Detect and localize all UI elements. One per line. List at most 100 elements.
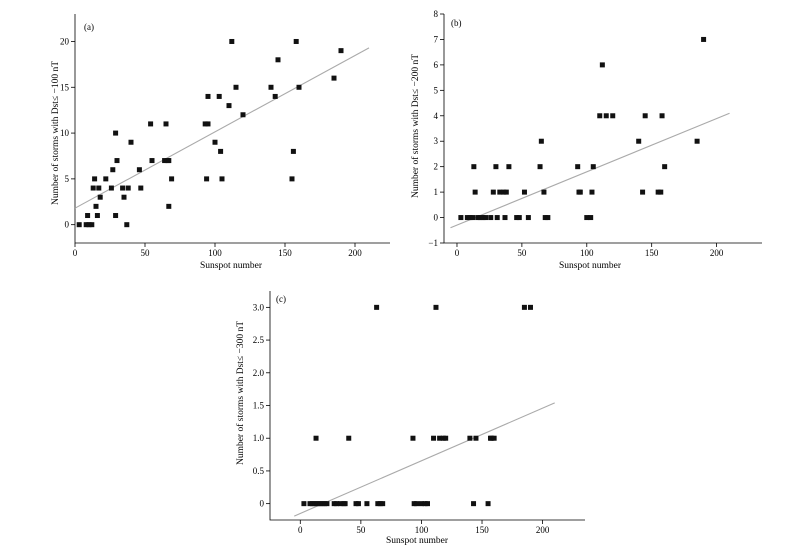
panel-b-data-point bbox=[590, 164, 596, 170]
panel-b-data-point bbox=[545, 215, 551, 221]
panel-c-x-tick-label: 100 bbox=[415, 525, 429, 535]
panel-a-data-point bbox=[103, 176, 109, 182]
panel-b-data-point bbox=[472, 189, 478, 195]
panel-a-data-point bbox=[289, 176, 295, 182]
panel-b-data-point bbox=[525, 215, 531, 221]
panel-a-data-point bbox=[226, 103, 232, 109]
panel-b-data-point bbox=[541, 189, 547, 195]
panel-a-data-point bbox=[205, 93, 211, 99]
panel-a-data-point bbox=[212, 139, 218, 145]
panel-b-data-point bbox=[538, 138, 544, 144]
panel-b-data-point bbox=[493, 164, 499, 170]
panel-b-y-tick-label: 3 bbox=[434, 136, 439, 146]
panel-a-data-point bbox=[166, 158, 172, 164]
panel-b-data-point bbox=[575, 164, 581, 170]
panel-a-data-point bbox=[162, 158, 168, 164]
panel-b-data-point bbox=[516, 215, 522, 221]
panel-c: 0 50 100 150 200 0 0.5 1.0 1.5 2.0 2.5 3.0 (c) Suns… bbox=[235, 291, 585, 546]
panel-a-data-point bbox=[85, 213, 91, 219]
panel-c-x-tick-label: 0 bbox=[298, 525, 303, 535]
panel-a-data-point bbox=[96, 185, 102, 191]
panel-b-x-axis-label: Sunspot number bbox=[559, 261, 622, 271]
panel-a-data-point bbox=[275, 57, 281, 63]
panel-b-data-point bbox=[467, 215, 473, 221]
panel-a-data-point bbox=[93, 203, 99, 209]
panel-a-data-point bbox=[229, 38, 235, 44]
panel-b-axes bbox=[443, 14, 762, 244]
panel-a-data-point bbox=[114, 158, 120, 164]
panel-b-x-tick-label: 100 bbox=[580, 248, 594, 258]
panel-c-data-point bbox=[485, 501, 491, 507]
panel-b: 0 50 100 150 200 −1 0 1 2 3 4 5 6 7 8 (b) Sunspot numb… bbox=[410, 9, 762, 271]
panel-c-data-point bbox=[437, 435, 443, 441]
panel-b-data-point bbox=[464, 215, 470, 221]
panel-b-data-point bbox=[470, 215, 476, 221]
panel-b-data-point bbox=[475, 215, 481, 221]
panel-a-data-point bbox=[110, 167, 116, 173]
panel-a-y-tick-label: 0 bbox=[65, 220, 70, 230]
panel-b-data-point bbox=[506, 164, 512, 170]
panel-b-y-tick-label: 8 bbox=[434, 9, 439, 19]
panel-a-data-point bbox=[128, 139, 134, 145]
panel-b-data-point bbox=[514, 215, 520, 221]
panel-c-y-tick-label: 1.0 bbox=[253, 433, 265, 443]
panel-c-tag: (c) bbox=[276, 294, 286, 304]
panel-b-y-tick-label: −1 bbox=[428, 238, 438, 248]
panel-a-data-point bbox=[202, 121, 208, 127]
panel-a-tag: (a) bbox=[84, 22, 94, 32]
panel-a-x-tick-label: 200 bbox=[348, 248, 362, 258]
panel-c-data-point bbox=[324, 501, 330, 507]
panel-b-data-point bbox=[480, 215, 486, 221]
panel-c-data-point bbox=[425, 501, 430, 507]
panel-b-x-tick-label: 150 bbox=[645, 248, 659, 258]
panel-c-y-tick-label: 2.0 bbox=[253, 368, 265, 378]
panel-b-data-point bbox=[494, 215, 500, 221]
panel-b-data-point bbox=[477, 215, 483, 221]
panel-b-plot: 0 50 100 150 200 −1 0 1 2 3 4 5 6 7 8 bbox=[428, 9, 762, 258]
panel-c-data-point bbox=[334, 501, 340, 507]
panel-b-x-tick-label: 0 bbox=[455, 248, 460, 258]
panel-a-data-point bbox=[331, 75, 337, 81]
panel-b-data-point bbox=[483, 215, 489, 221]
panel-a-data-point bbox=[149, 158, 155, 164]
panel-a-y-tick-label: 10 bbox=[60, 128, 70, 138]
panel-a-trend-line bbox=[74, 47, 370, 209]
panel-a-data-point bbox=[148, 121, 154, 127]
panel-a-data-point bbox=[86, 222, 92, 228]
panel-a-data-point bbox=[163, 121, 169, 127]
panel-c-data-point bbox=[521, 304, 527, 310]
panel-b-tag: (b) bbox=[451, 18, 462, 28]
panel-b-y-axis-label: Number of storms with Dst≤ −200 nT bbox=[410, 54, 421, 198]
panel-b-data-point bbox=[542, 215, 548, 221]
panel-b-data-point bbox=[636, 138, 642, 144]
panel-b-data-point bbox=[490, 189, 496, 195]
panel-b-data-point bbox=[640, 189, 646, 195]
panel-b-data-point bbox=[502, 215, 508, 221]
panel-a-data-point bbox=[296, 84, 302, 90]
panel-b-data-point bbox=[577, 189, 583, 195]
panel-c-data-point bbox=[467, 435, 473, 441]
panel-b-y-tick-label: 0 bbox=[434, 213, 439, 223]
panel-a-data-point bbox=[125, 185, 131, 191]
panel-b-y-tick-label: 5 bbox=[434, 85, 439, 95]
panel-b-data-point bbox=[642, 113, 648, 119]
panel-c-data-point bbox=[301, 501, 307, 507]
panel-a-data-point bbox=[121, 194, 127, 200]
panel-a-data-point bbox=[113, 130, 119, 136]
panel-a-data-point bbox=[136, 167, 142, 173]
panel-c-data-point bbox=[364, 501, 370, 507]
panel-b-x-tick-label: 200 bbox=[710, 248, 724, 258]
panel-a-data-point bbox=[90, 185, 96, 191]
panel-b-data-point bbox=[610, 113, 616, 119]
panel-c-data-point bbox=[380, 501, 386, 507]
panel-b-data-point bbox=[521, 189, 527, 195]
panel-b-y-tick-label: 7 bbox=[434, 34, 439, 44]
panel-c-x-axis-label: Sunspot number bbox=[386, 536, 449, 546]
panel-a-data-point bbox=[272, 93, 278, 99]
panel-b-data-point bbox=[658, 189, 664, 195]
panel-a-data-point bbox=[205, 121, 211, 127]
panel-a-x-tick-label: 0 bbox=[73, 248, 78, 258]
panel-a-data-point bbox=[92, 176, 98, 182]
panel-a-y-tick-label: 5 bbox=[65, 174, 70, 184]
